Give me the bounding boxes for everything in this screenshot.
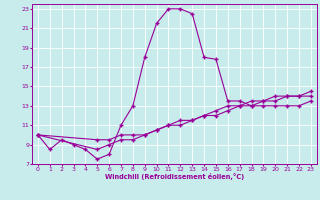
X-axis label: Windchill (Refroidissement éolien,°C): Windchill (Refroidissement éolien,°C) (105, 173, 244, 180)
